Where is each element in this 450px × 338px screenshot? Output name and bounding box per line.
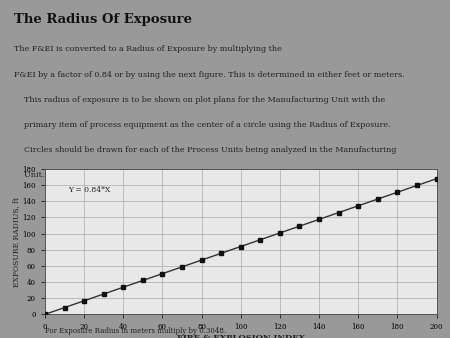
- Text: F&EI by a factor of 0.84 or by using the next figure. This is determined in eith: F&EI by a factor of 0.84 or by using the…: [14, 71, 404, 78]
- X-axis label: FIRE & EXPLOSION INDEX: FIRE & EXPLOSION INDEX: [177, 334, 305, 338]
- Text: Circles should be drawn for each of the Process Units being analyzed in the Manu: Circles should be drawn for each of the …: [14, 146, 396, 154]
- Text: Unit.: Unit.: [14, 171, 44, 179]
- Text: This radius of exposure is to be shown on plot plans for the Manufacturing Unit : This radius of exposure is to be shown o…: [14, 96, 385, 104]
- Text: The Radius Of Exposure: The Radius Of Exposure: [14, 13, 192, 26]
- Text: primary item of process equipment as the center of a circle using the Radius of : primary item of process equipment as the…: [14, 121, 390, 129]
- Y-axis label: EXPOSURE RADIUS, ft: EXPOSURE RADIUS, ft: [12, 197, 20, 287]
- Text: Y = 0.84*X: Y = 0.84*X: [68, 187, 111, 194]
- Text: The F&EI is converted to a Radius of Exposure by multiplying the: The F&EI is converted to a Radius of Exp…: [14, 45, 281, 53]
- Text: For Exposure Radius in meters multiply by 0.3048.: For Exposure Radius in meters multiply b…: [45, 327, 226, 335]
